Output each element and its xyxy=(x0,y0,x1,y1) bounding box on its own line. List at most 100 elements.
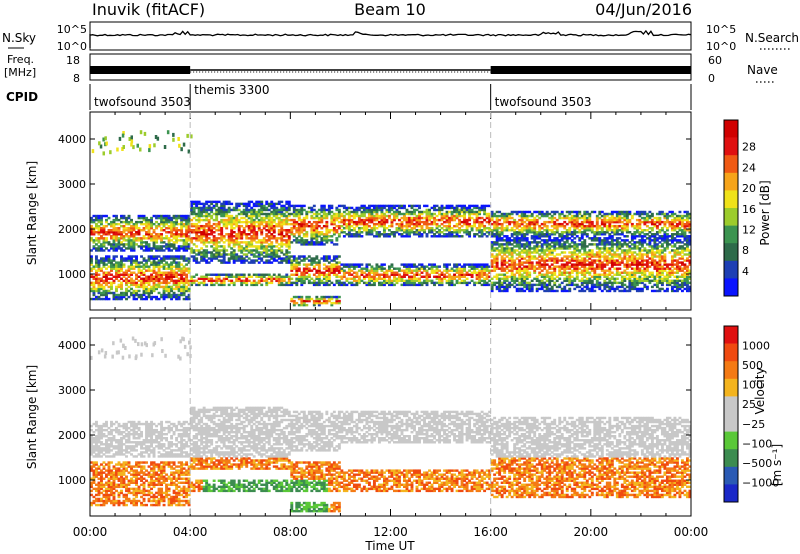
heatmap-cell xyxy=(580,245,584,248)
heatmap-cell xyxy=(260,273,264,276)
heatmap-cell xyxy=(528,265,532,268)
heatmap-cell xyxy=(357,277,361,281)
heatmap-cell xyxy=(488,231,492,234)
heatmap-cell xyxy=(510,263,514,266)
heatmap-cell xyxy=(110,222,113,226)
heatmap-cell xyxy=(428,208,431,212)
heatmap-cell xyxy=(97,273,101,276)
heatmap-cell xyxy=(510,220,514,224)
heatmap-cell xyxy=(410,263,414,266)
heatmap-cell xyxy=(177,265,181,268)
heatmap-cell xyxy=(237,259,241,262)
heatmap-cell xyxy=(105,295,108,299)
heatmap-cell xyxy=(500,249,504,252)
heatmap-cell xyxy=(257,261,261,264)
heatmap-cell xyxy=(175,285,179,289)
heatmap-cell xyxy=(162,214,166,218)
heatmap-cell xyxy=(553,249,557,252)
date-title: 04/Jun/2016 xyxy=(595,0,692,19)
heatmap-cell xyxy=(95,289,98,293)
heatmap-cell xyxy=(255,233,259,236)
heatmap-cell xyxy=(155,216,159,220)
heatmap-cell xyxy=(337,279,341,283)
heatmap-cell xyxy=(520,267,524,270)
heatmap-cell xyxy=(92,233,96,236)
heatmap-cell xyxy=(470,271,474,274)
heatmap-cell xyxy=(478,210,482,214)
heatmap-cell xyxy=(415,214,419,218)
heatmap-cell xyxy=(513,222,517,226)
heatmap-cell xyxy=(570,271,574,274)
heatmap-cell xyxy=(513,261,517,264)
heatmap-cell xyxy=(468,224,472,228)
heatmap-cell xyxy=(495,243,499,246)
heatmap-cell xyxy=(565,210,569,214)
heatmap-cell xyxy=(580,222,584,226)
heatmap-cell xyxy=(570,214,574,218)
heatmap-cell xyxy=(548,243,552,246)
heatmap-cell xyxy=(535,263,539,266)
heatmap-cell xyxy=(267,245,271,248)
heatmap-cell xyxy=(142,281,146,285)
cpid-label: CPID xyxy=(6,90,38,104)
heatmap-cell xyxy=(167,277,171,281)
heatmap-cell xyxy=(440,273,444,276)
heatmap-cell xyxy=(107,243,111,246)
heatmap-cell xyxy=(463,204,467,208)
heatmap-cell xyxy=(280,214,284,218)
heatmap-cell xyxy=(408,235,411,238)
heatmap-cell xyxy=(408,281,411,285)
heatmap-cell xyxy=(330,220,334,224)
heatmap-cell xyxy=(155,255,159,258)
heatmap-cell xyxy=(307,255,311,258)
heatmap-cell xyxy=(483,206,487,210)
heatmap-cell xyxy=(162,289,166,293)
heatmap-cell xyxy=(202,255,206,258)
heatmap-cell xyxy=(450,204,454,208)
heatmap-cell xyxy=(570,222,574,226)
heatmap-cell xyxy=(300,208,304,212)
heatmap-cell xyxy=(570,218,574,222)
heatmap-cell xyxy=(485,269,489,272)
heatmap-cell xyxy=(145,226,148,230)
heatmap-cell xyxy=(160,245,164,248)
heatmap-cell xyxy=(453,283,456,287)
heatmap-cell xyxy=(160,277,164,281)
heatmap-cell xyxy=(360,210,364,214)
heatmap-cell xyxy=(408,277,411,281)
heatmap-cell xyxy=(357,263,361,266)
heatmap-cell xyxy=(578,243,582,246)
heatmap-cell xyxy=(588,273,592,276)
heatmap-cell xyxy=(428,267,431,270)
heatmap-cell xyxy=(478,231,482,234)
heatmap-cell xyxy=(205,212,209,216)
heatmap-cell xyxy=(175,249,179,252)
heatmap-cell xyxy=(585,281,589,285)
heatmap-cell xyxy=(127,267,131,270)
heatmap-cell xyxy=(575,277,579,281)
heatmap-cell xyxy=(355,281,359,285)
heatmap-cell xyxy=(342,265,346,268)
heatmap-cell xyxy=(102,249,106,252)
heatmap-cell xyxy=(170,285,174,289)
heatmap-cell xyxy=(433,233,436,236)
heatmap-cell xyxy=(225,200,229,204)
heatmap-cell xyxy=(385,208,389,212)
heatmap-cell xyxy=(290,265,294,268)
heatmap-cell xyxy=(185,289,189,293)
heatmap-cell xyxy=(162,295,166,299)
heatmap-cell xyxy=(535,283,539,287)
heatmap-cell xyxy=(90,275,93,278)
heatmap-cell xyxy=(558,245,562,248)
heatmap-cell xyxy=(105,277,108,281)
heatmap-cell xyxy=(217,253,221,256)
heatmap-cell xyxy=(300,218,304,222)
heatmap-cell xyxy=(382,226,386,230)
heatmap-cell xyxy=(355,235,359,238)
heatmap-cell xyxy=(415,218,419,222)
heatmap-cell xyxy=(548,237,552,240)
heatmap-cell xyxy=(115,293,118,297)
heatmap-cell xyxy=(260,275,264,278)
heatmap-cell xyxy=(513,249,517,252)
heatmap-cell xyxy=(588,222,592,226)
